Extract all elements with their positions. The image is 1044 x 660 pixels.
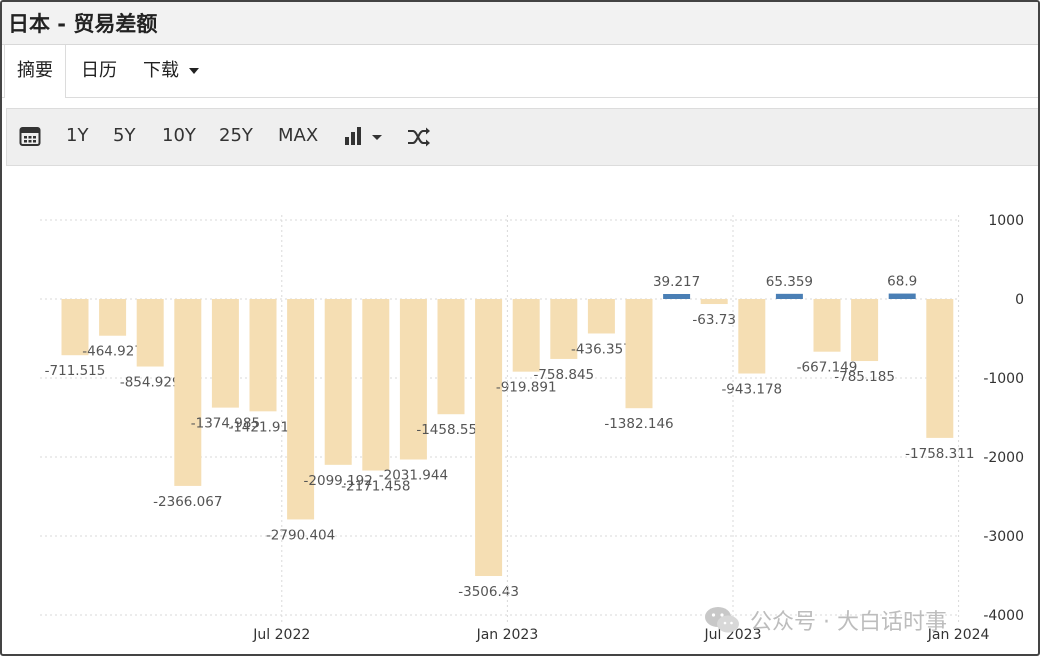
data-label: -1374.985 (191, 416, 260, 432)
bar (775, 293, 803, 299)
tab-download-label: 下载 (143, 60, 179, 81)
range-max-button[interactable]: MAX (278, 125, 319, 146)
range-1y-button[interactable]: 1Y (66, 125, 89, 146)
y-tick-label: -3000 (983, 529, 1024, 545)
tab-download[interactable]: 下载 (143, 45, 199, 97)
bar (700, 299, 728, 305)
bar (99, 299, 127, 336)
bar (888, 293, 916, 299)
chart-type-button[interactable] (343, 126, 387, 151)
chart-toolbar: 1Y 5Y 10Y 25Y MAX (6, 108, 1038, 166)
shuffle-icon[interactable] (407, 127, 431, 152)
y-tick-label: -4000 (983, 608, 1024, 624)
tab-calendar[interactable]: 日历 (81, 60, 117, 81)
bar-chart-icon (345, 127, 382, 145)
data-label: -854.929 (120, 375, 181, 391)
range-10y-button[interactable]: 10Y (162, 125, 196, 146)
bar (136, 299, 164, 367)
chevron-down-icon (189, 68, 199, 74)
bar (211, 299, 239, 408)
bar (587, 299, 615, 334)
bar (362, 299, 390, 471)
data-label: 39.217 (653, 274, 700, 290)
data-label: -2031.944 (379, 468, 448, 484)
tab-bar: 摘要 日历 下载 (2, 45, 1038, 98)
data-label: -2171.458 (341, 479, 410, 495)
bar (738, 299, 766, 374)
bar (324, 299, 352, 465)
page-title: 日本 - 贸易差额 (8, 12, 158, 36)
data-label: -711.515 (45, 363, 106, 379)
trade-balance-chart: 1000 0 -1000 -2000 -3000 -4000 -711.515 -464.92… (40, 213, 1024, 643)
bar (512, 299, 540, 372)
y-tick-label: -2000 (983, 450, 1024, 466)
bar (813, 299, 841, 352)
bar (663, 294, 691, 299)
bar (550, 299, 578, 359)
bar (287, 299, 315, 520)
x-tick-label: Jan 2024 (927, 627, 990, 643)
calendar-icon[interactable] (19, 125, 41, 152)
data-label: 65.359 (766, 274, 813, 290)
range-25y-button[interactable]: 25Y (219, 125, 253, 146)
data-label: -3506.43 (458, 584, 519, 600)
data-label: -785.185 (834, 369, 895, 385)
data-label: -2790.404 (266, 527, 335, 543)
bar (61, 299, 89, 356)
data-label: -667.149 (797, 360, 858, 376)
data-label: -758.845 (533, 367, 594, 383)
data-label: -63.73 (692, 312, 736, 328)
wechat-icon (705, 607, 739, 633)
data-label: -2366.067 (153, 494, 222, 510)
bar (851, 299, 879, 362)
data-label: -943.178 (721, 382, 782, 398)
data-label: -1758.311 (905, 446, 974, 462)
x-tick-label: Jan 2023 (476, 627, 539, 643)
watermark: 公众号 · 大白话时事 (704, 602, 947, 638)
bar (475, 299, 503, 577)
tab-summary[interactable]: 摘要 (4, 45, 66, 98)
x-tick-label: Jul 2023 (704, 627, 762, 643)
data-label: -919.891 (496, 380, 557, 396)
data-label: -1458.559 (416, 422, 485, 438)
bar (399, 299, 427, 460)
y-tick-label: 1000 (988, 213, 1024, 229)
bar (625, 299, 653, 409)
y-tick-label: -1000 (983, 371, 1024, 387)
title-bar: 日本 - 贸易差额 (2, 2, 1038, 45)
chart-area: 1000 0 -1000 -2000 -3000 -4000 -711.515 -464.92… (2, 165, 1038, 654)
range-5y-button[interactable]: 5Y (113, 125, 136, 146)
bar (174, 299, 202, 486)
data-label: -1421.915 (228, 419, 297, 435)
data-label: -1382.146 (604, 416, 673, 432)
data-label: 68.9 (887, 274, 917, 290)
bar (437, 299, 465, 415)
bar (926, 299, 954, 438)
y-tick-label: 0 (1015, 292, 1024, 308)
data-label: -436.357 (571, 341, 632, 357)
data-label: -2099.192 (304, 473, 373, 489)
watermark-text: 公众号 · 大白话时事 (750, 610, 947, 635)
bar (249, 299, 277, 412)
data-label: -464.927 (82, 344, 143, 360)
x-tick-label: Jul 2022 (252, 627, 310, 643)
